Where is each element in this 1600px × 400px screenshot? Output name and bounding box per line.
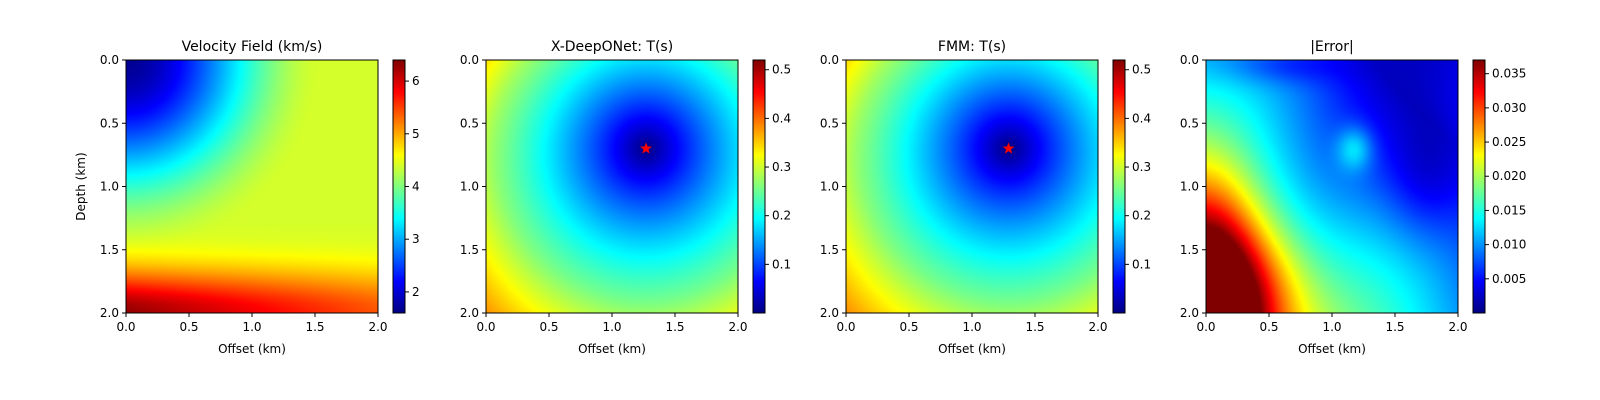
x-tick-label: 2.0	[368, 320, 387, 334]
colorbar-tick-label: 0.015	[1492, 203, 1526, 217]
panel-title: FMM: T(s)	[938, 39, 1006, 55]
colorbar-tick-label: 0.5	[772, 63, 791, 77]
panel-title: X-DeepONet: T(s)	[551, 39, 673, 55]
x-tick-label: 0.0	[116, 320, 135, 334]
heatmap-image	[126, 60, 378, 313]
y-tick-label: 2.0	[1180, 306, 1199, 320]
colorbar-tick-label: 0.4	[1132, 111, 1151, 125]
y-axis-label: Depth (km)	[74, 152, 88, 220]
x-tick-label: 0.5	[1259, 320, 1278, 334]
heatmap-image	[486, 60, 738, 313]
x-tick-label: 1.0	[1322, 320, 1341, 334]
y-tick-label: 1.0	[820, 180, 839, 194]
x-tick-label: 0.0	[476, 320, 495, 334]
colorbar-tick-label: 0.2	[1132, 209, 1151, 223]
y-tick-label: 0.5	[460, 116, 479, 130]
colorbar-frame	[752, 59, 766, 314]
x-tick-label: 1.5	[1385, 320, 1404, 334]
colorbar-tick-label: 0.010	[1492, 238, 1526, 252]
y-tick-label: 0.0	[1180, 53, 1199, 67]
x-tick-label: 0.0	[836, 320, 855, 334]
x-axis-label: Offset (km)	[1298, 342, 1366, 356]
x-tick-label: 1.5	[1025, 320, 1044, 334]
y-tick-label: 1.0	[1180, 180, 1199, 194]
y-tick-label: 1.5	[1180, 243, 1199, 257]
x-tick-label: 1.5	[305, 320, 324, 334]
x-tick-label: 0.5	[899, 320, 918, 334]
y-tick-label: 2.0	[460, 306, 479, 320]
colorbar-tick-label: 0.2	[772, 209, 791, 223]
colorbar-tick-label: 3	[412, 232, 420, 246]
y-tick-label: 2.0	[820, 306, 839, 320]
y-tick-label: 0.0	[100, 53, 119, 67]
x-tick-label: 0.5	[539, 320, 558, 334]
colorbar-gradient	[393, 60, 405, 313]
colorbar-tick-label: 0.020	[1492, 169, 1526, 183]
y-tick-label: 0.0	[460, 53, 479, 67]
source-star-marker	[1002, 142, 1015, 154]
x-tick-label: 1.0	[602, 320, 621, 334]
x-tick-label: 1.5	[665, 320, 684, 334]
y-tick-label: 1.0	[100, 180, 119, 194]
y-tick-label: 0.5	[1180, 116, 1199, 130]
y-tick-label: 1.5	[460, 243, 479, 257]
colorbar-gradient	[1473, 60, 1485, 313]
y-tick-label: 1.5	[100, 243, 119, 257]
colorbar-tick-label: 0.030	[1492, 101, 1526, 115]
x-tick-label: 0.5	[179, 320, 198, 334]
x-tick-label: 2.0	[728, 320, 747, 334]
panel-1: Velocity Field (km/s)0.0 0.5 1.0 1.5 2.00.00…	[74, 39, 420, 356]
y-tick-label: 1.0	[460, 180, 479, 194]
colorbar-frame	[1472, 59, 1486, 314]
x-tick-label: 2.0	[1448, 320, 1467, 334]
heatmap-image	[846, 60, 1098, 313]
colorbar-gradient	[1113, 60, 1125, 313]
panel-title: Velocity Field (km/s)	[182, 39, 323, 55]
colorbar-gradient	[753, 60, 765, 313]
colorbar-tick-label: 2	[412, 285, 420, 299]
colorbar-tick-label: 4	[412, 180, 420, 194]
y-tick-label: 0.5	[820, 116, 839, 130]
x-tick-label: 1.0	[242, 320, 261, 334]
y-tick-label: 0.5	[100, 116, 119, 130]
x-axis-label: Offset (km)	[938, 342, 1006, 356]
panel-4: |Error|0.0 0.5 1.0 1.5 2.00.00.51.01.52.0Off…	[1180, 39, 1526, 356]
colorbar-tick-label: 6	[412, 74, 420, 88]
panel-3: FMM: T(s)0.0 0.5 1.0 1.5 2.00.00.51.01.52.0O…	[820, 39, 1151, 356]
colorbar-tick-label: 0.1	[772, 257, 791, 271]
colorbar-tick-label: 5	[412, 127, 420, 141]
x-axis-label: Offset (km)	[578, 342, 646, 356]
source-star-marker	[640, 142, 652, 154]
y-tick-label: 1.5	[820, 243, 839, 257]
colorbar-tick-label: 0.035	[1492, 67, 1526, 81]
x-tick-label: 1.0	[962, 320, 981, 334]
colorbar-tick-label: 0.1	[1132, 257, 1151, 271]
colorbar-tick-label: 0.005	[1492, 272, 1526, 286]
y-tick-label: 0.0	[820, 53, 839, 67]
heatmap-image	[1206, 60, 1458, 313]
colorbar-tick-label: 0.5	[1132, 63, 1151, 77]
colorbar-tick-label: 0.025	[1492, 135, 1526, 149]
colorbar-tick-label: 0.3	[772, 160, 791, 174]
colorbar-tick-label: 0.4	[772, 111, 791, 125]
panel-title: |Error|	[1310, 39, 1354, 55]
colorbar-tick-label: 0.3	[1132, 160, 1151, 174]
x-axis-label: Offset (km)	[218, 342, 286, 356]
colorbar-frame	[1112, 59, 1126, 314]
x-tick-label: 0.0	[1196, 320, 1215, 334]
panel-2: X-DeepONet: T(s)0.0 0.5 1.0 1.5 2.00.00.51.0…	[460, 39, 791, 356]
x-tick-label: 2.0	[1088, 320, 1107, 334]
y-tick-label: 2.0	[100, 306, 119, 320]
